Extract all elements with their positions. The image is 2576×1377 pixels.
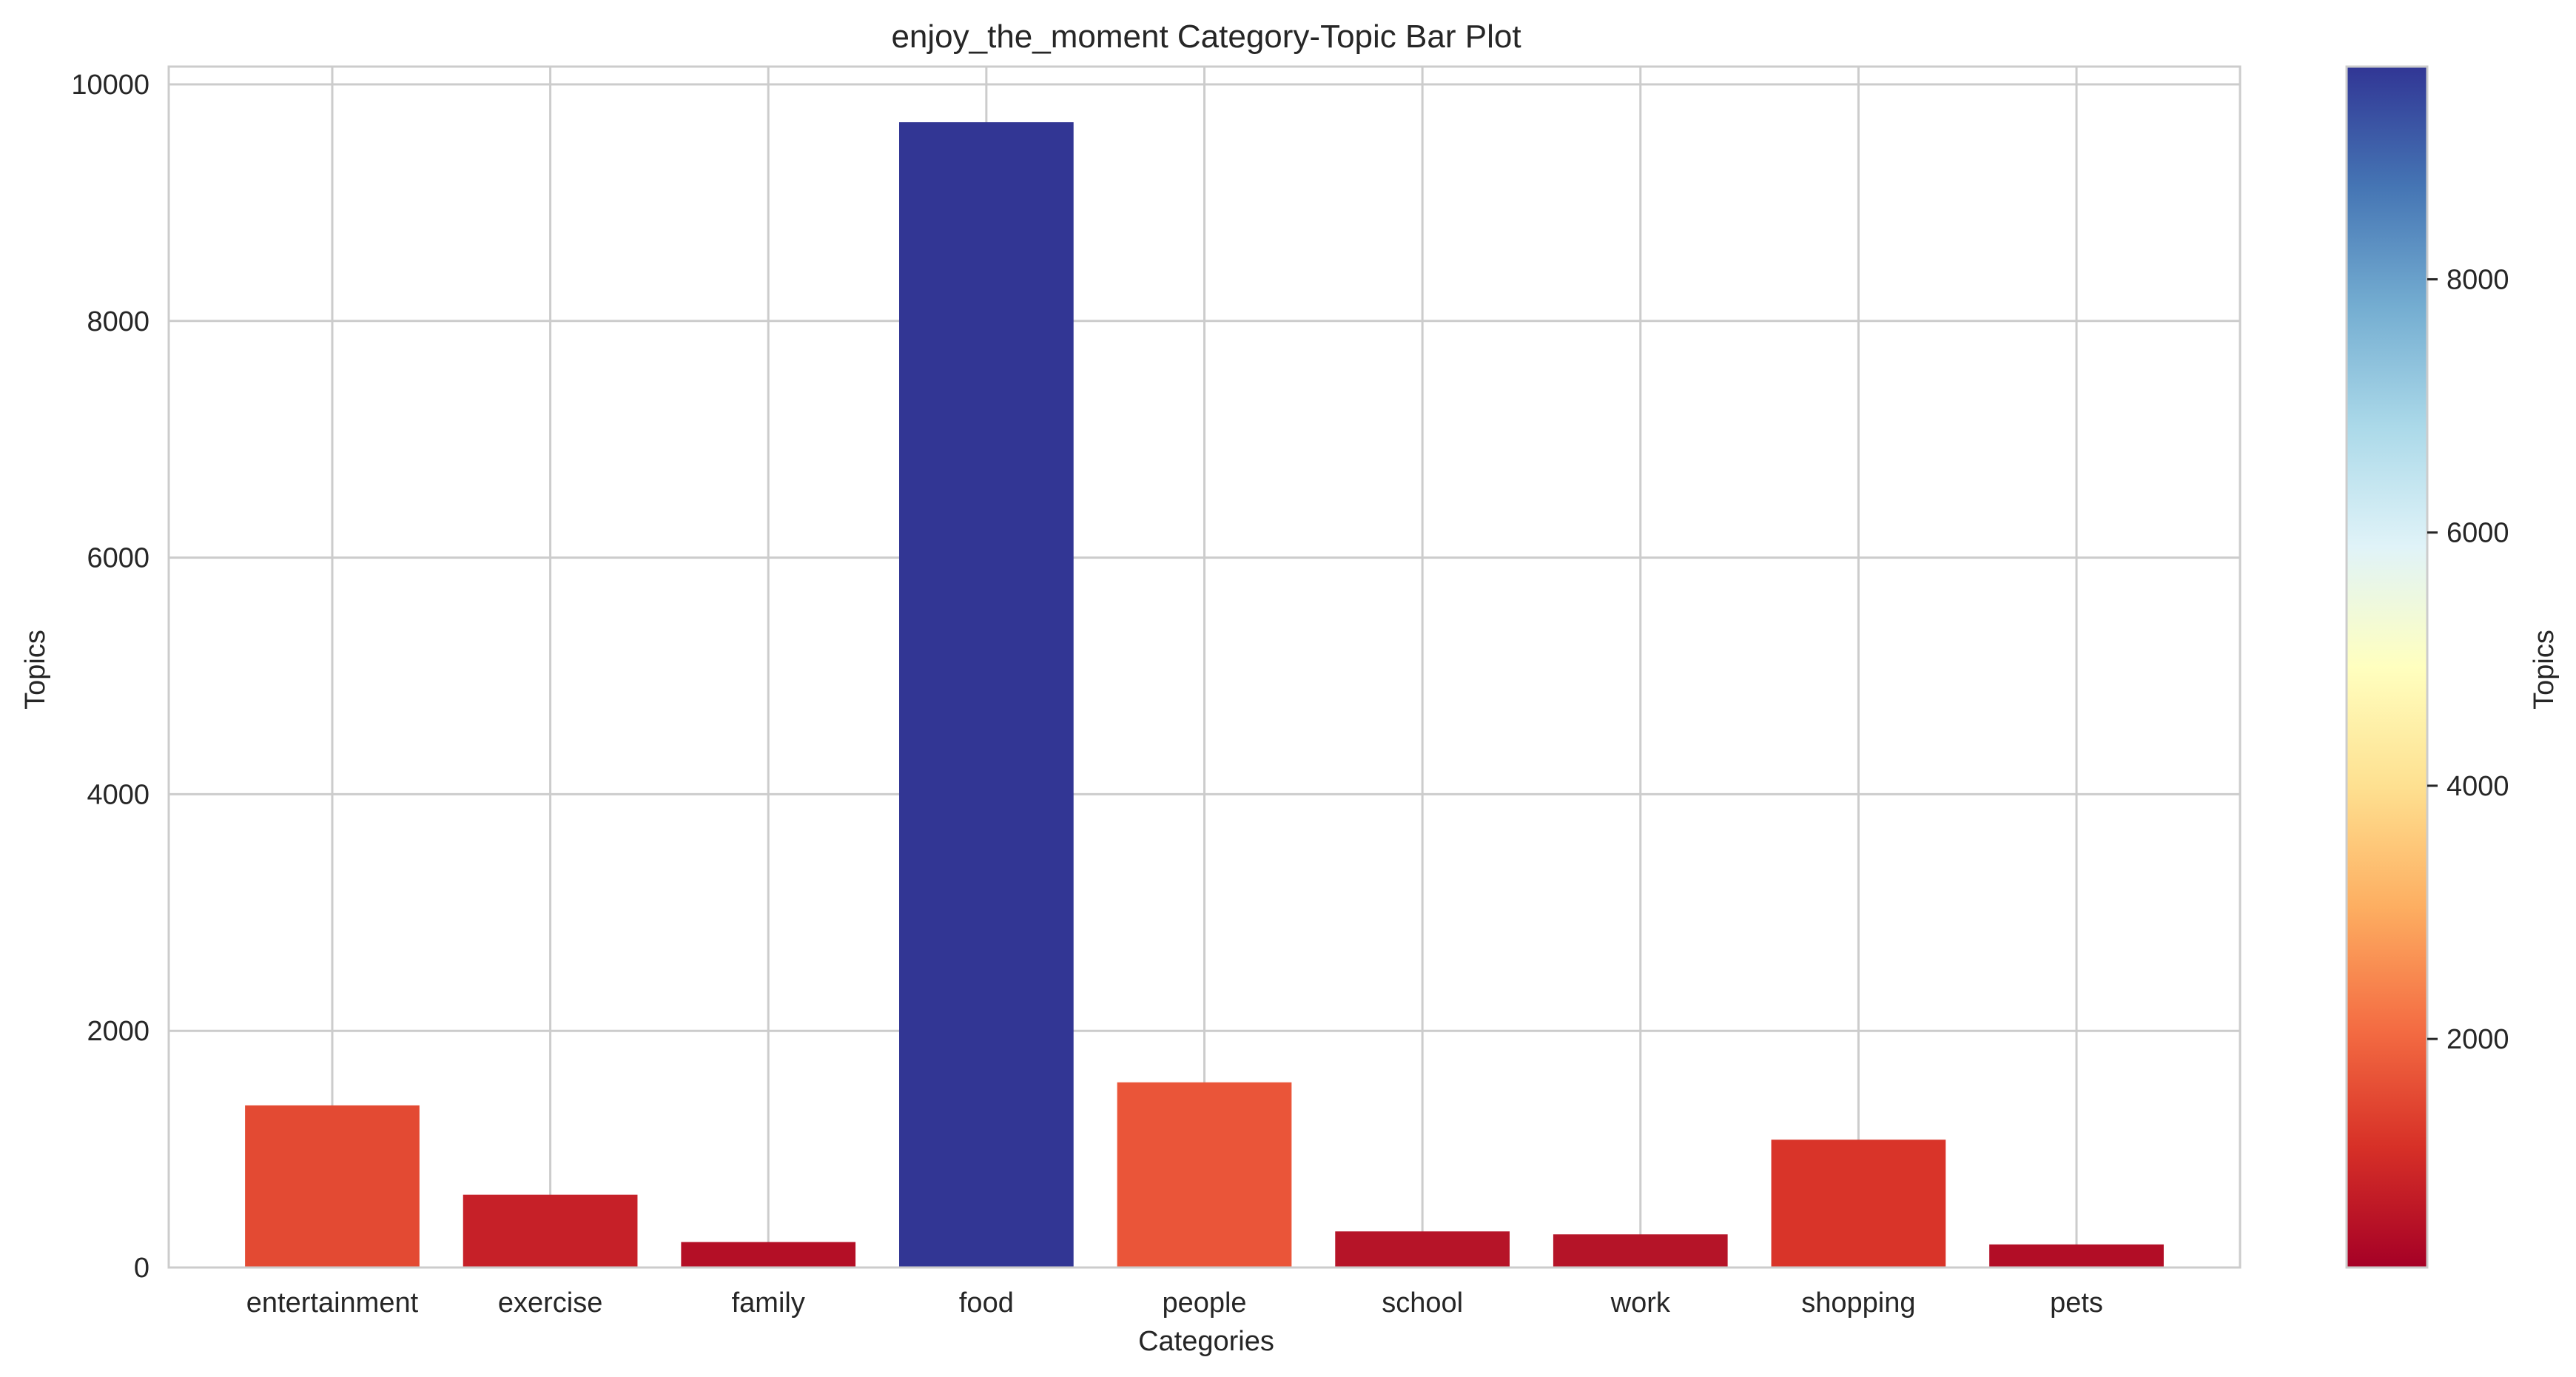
y-tick-label: 10000 [71,70,149,101]
x-tick-label: food [959,1287,1014,1319]
chart-title: enjoy_the_moment Category-Topic Bar Plot [891,18,1521,55]
y-axis-label: Topics [20,630,51,710]
plot-area-frame [167,65,2242,1269]
colorbar-tick-label: 2000 [2446,1024,2509,1055]
bar-entertainment [245,1105,420,1267]
x-tick-label: school [1382,1287,1463,1319]
x-tick-label: work [1610,1287,1671,1319]
bar-work [1553,1234,1728,1267]
x-axis-ticks: entertainment exercise family food people sch… [246,1287,2103,1319]
bar-exercise [463,1194,638,1267]
x-tick-label: pets [2050,1287,2103,1319]
x-tick-label: exercise [498,1287,603,1319]
x-tick-label: entertainment [246,1287,419,1319]
colorbar-tick-label: 6000 [2446,518,2509,549]
y-tick-label: 2000 [87,1016,149,1047]
colorbar-label: Topics [2529,630,2560,710]
colorbar-ticks: 2000 4000 6000 8000 [2427,264,2509,1055]
y-tick-label: 8000 [87,306,149,337]
x-tick-label: shopping [1801,1287,1915,1319]
bar-pets [1989,1244,2164,1267]
x-tick-label: family [732,1287,805,1319]
colorbar: 2000 4000 6000 8000 Topics [2345,65,2560,1269]
bar-family [681,1242,856,1267]
bar-shopping [1771,1139,1946,1267]
bar-people [1117,1082,1292,1267]
y-tick-label: 4000 [87,779,149,810]
colorbar-tick-label: 8000 [2446,264,2509,295]
bars [245,122,2164,1268]
bar-school [1335,1231,1510,1267]
colorbar-gradient [2345,65,2429,1269]
colorbar-tick-label: 4000 [2446,771,2509,802]
x-tick-label: people [1162,1287,1246,1319]
y-axis-ticks: 0 2000 4000 6000 8000 10000 [71,70,149,1284]
y-tick-label: 6000 [87,543,149,574]
y-tick-label: 0 [134,1253,149,1284]
x-axis-label: Categories [1138,1326,1274,1357]
bar-food [899,122,1074,1268]
